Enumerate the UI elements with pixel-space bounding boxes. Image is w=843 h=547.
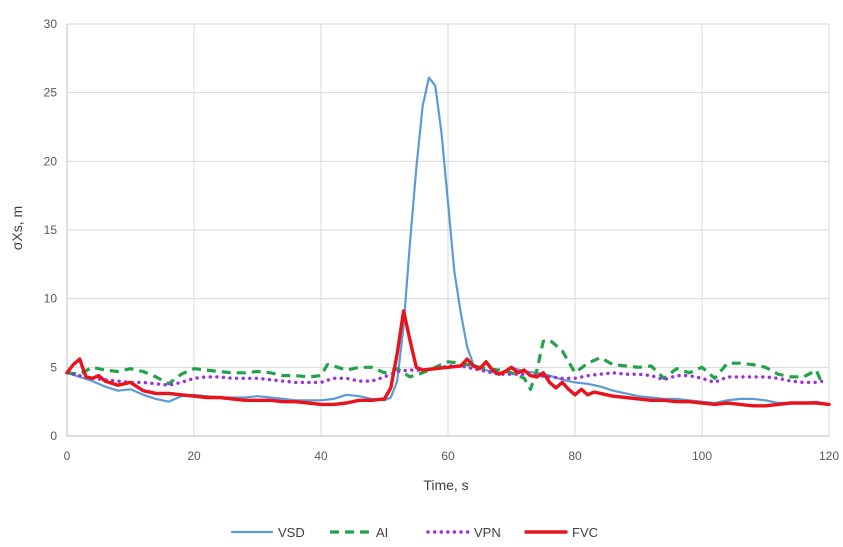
legend: VSD AI VPN FVC bbox=[230, 525, 598, 540]
gridlines bbox=[67, 23, 830, 436]
y-tick-label: 25 bbox=[44, 86, 58, 100]
y-axis-title: σXs, m bbox=[9, 206, 25, 250]
x-tick-label: 0 bbox=[64, 449, 71, 463]
legend-label-fvc: FVC bbox=[572, 525, 598, 540]
legend-label-vpn: VPN bbox=[474, 525, 501, 540]
series-lines bbox=[65, 76, 831, 408]
x-tick-label: 40 bbox=[314, 449, 328, 463]
axes bbox=[66, 24, 829, 437]
x-axis-title: Time, s bbox=[423, 477, 468, 493]
series-line-fvc bbox=[65, 309, 831, 408]
x-tick-label: 80 bbox=[568, 449, 582, 463]
legend-label-ai: AI bbox=[376, 525, 388, 540]
x-tick-label: 100 bbox=[692, 449, 712, 463]
x-tick-label: 20 bbox=[187, 449, 201, 463]
x-tick-label: 60 bbox=[441, 449, 455, 463]
y-tick-label: 15 bbox=[44, 223, 58, 237]
y-tick-label: 0 bbox=[50, 429, 57, 443]
legend-label-vsd: VSD bbox=[278, 525, 305, 540]
tick-labels: 0 5 10 15 20 25 30 0 20 40 60 80 100 120 bbox=[44, 17, 840, 463]
y-tick-label: 10 bbox=[44, 292, 58, 306]
y-tick-label: 20 bbox=[44, 154, 58, 168]
series-line-ai bbox=[66, 338, 825, 391]
y-tick-label: 5 bbox=[50, 360, 57, 374]
y-tick-label: 30 bbox=[44, 17, 58, 31]
x-tick-label: 120 bbox=[819, 449, 839, 463]
